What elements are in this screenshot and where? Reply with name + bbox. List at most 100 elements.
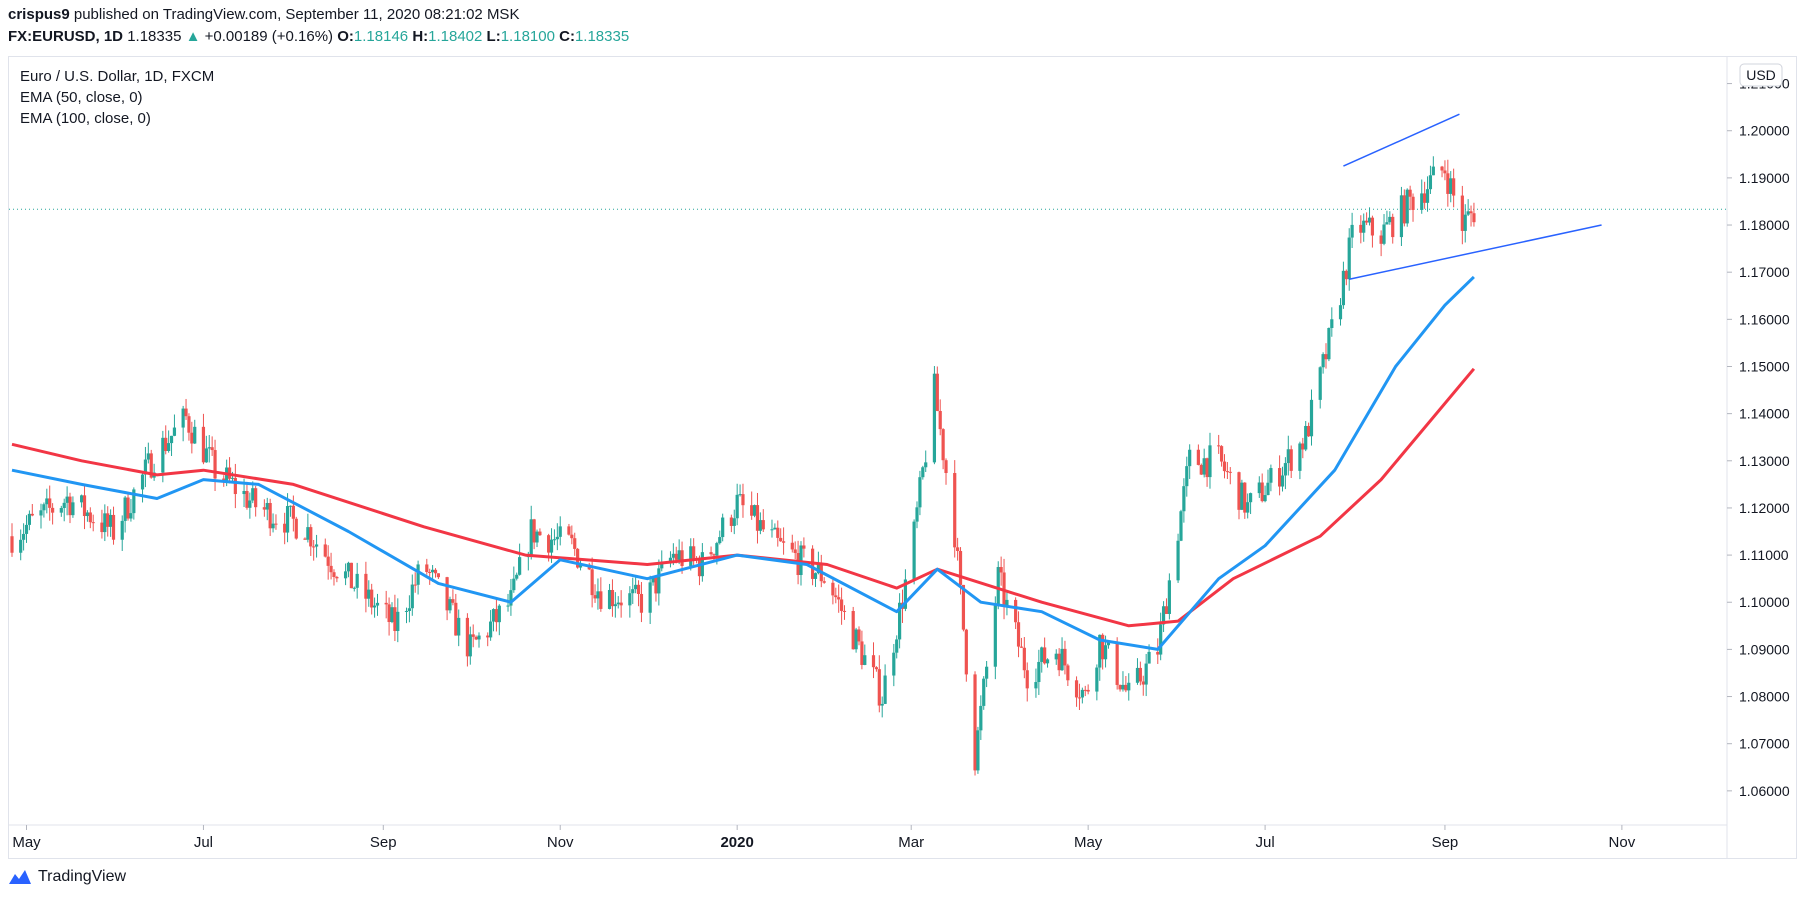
candle-body (842, 610, 847, 612)
candle-body (1054, 653, 1058, 660)
candle-body (416, 564, 420, 585)
candle-body (248, 500, 252, 508)
candle-body (532, 519, 536, 543)
candle-body (190, 432, 194, 444)
candle-body (410, 584, 414, 609)
candle-body (62, 502, 66, 509)
candle-body (1263, 495, 1267, 502)
candle-body (996, 567, 1000, 605)
candle-body (616, 602, 620, 605)
candle-body (921, 467, 925, 478)
candle-body (1208, 445, 1212, 478)
candle-body (384, 602, 388, 605)
y-tick-label: 1.11000 (1739, 547, 1789, 563)
candle-body (370, 589, 374, 608)
candle-body (210, 447, 214, 451)
author-name[interactable]: crispus9 (8, 6, 70, 23)
candle-body (1402, 195, 1406, 224)
candle-body (515, 574, 519, 579)
candle-body (140, 474, 145, 490)
candle-body (1040, 647, 1044, 662)
candle-body (1182, 486, 1186, 512)
candle-body (161, 437, 165, 473)
up-arrow-icon: ▲ (185, 28, 201, 45)
candle-body (103, 513, 107, 533)
candle-body (549, 539, 554, 553)
candle-body (1385, 222, 1389, 225)
candle-body (425, 564, 429, 573)
candle-body (352, 587, 356, 589)
candle-body (106, 513, 110, 527)
candle-body (27, 513, 32, 525)
chart-legend: Euro / U.S. Dollar, 1D, FXCM EMA (50, cl… (20, 66, 214, 129)
candle-body (85, 512, 90, 517)
candle-body (607, 589, 612, 609)
candle-body (1222, 461, 1227, 472)
ohlc-line: FX:EURUSD, 1D 1.18335 ▲ +0.00189 (+0.16%… (8, 28, 629, 45)
candle-body (251, 488, 255, 501)
candle-body (935, 373, 939, 411)
candle-body (451, 599, 455, 603)
open-label: O: (337, 28, 354, 45)
candle-body (1025, 670, 1029, 689)
legend-ema100[interactable]: EMA (100, close, 0) (20, 110, 151, 127)
candle-body (404, 610, 409, 612)
trendline (1349, 224, 1602, 280)
candle-body (1147, 651, 1151, 664)
high-value: 1.18402 (428, 28, 483, 45)
candle-body (512, 578, 516, 591)
candle-body (1248, 493, 1253, 503)
candle-body (964, 629, 968, 675)
candle-body (335, 576, 339, 579)
legend-ema50[interactable]: EMA (50, close, 0) (20, 89, 143, 106)
candle-body (1005, 599, 1009, 607)
candle-body (1196, 449, 1200, 465)
candle-body (486, 635, 490, 638)
candle-body (491, 609, 496, 622)
candle-body (958, 550, 963, 585)
tradingview-footer[interactable]: TradingView (8, 868, 126, 886)
candle-body (1101, 634, 1105, 660)
candle-body (1260, 482, 1264, 502)
candle-body (1362, 220, 1366, 233)
candle-body (755, 505, 760, 531)
candle-body (1045, 659, 1050, 664)
candle-body (181, 408, 185, 428)
low-label: L: (486, 28, 501, 45)
candle-body (1344, 270, 1348, 280)
candle-body (332, 572, 336, 577)
candle-body (1283, 463, 1288, 476)
candle-body (932, 373, 937, 463)
candle-body (1161, 606, 1166, 625)
x-tick-label: Sep (1432, 834, 1459, 851)
candle-body (346, 562, 351, 572)
candle-body (924, 462, 928, 468)
candle-body (457, 617, 461, 636)
candle-body (1379, 235, 1383, 244)
candle-body (1063, 648, 1067, 666)
trendline (1343, 113, 1460, 167)
candle-body (1391, 216, 1395, 238)
candle-body (1217, 445, 1221, 447)
candle-body (961, 584, 966, 630)
candle-body (822, 581, 826, 583)
candle-body (265, 502, 269, 510)
close-label: C: (559, 28, 575, 45)
candle-body (802, 545, 806, 549)
candle-body (1219, 446, 1224, 462)
y-tick-label: 1.09000 (1739, 641, 1790, 657)
candle-body (303, 538, 307, 540)
candle-body (1127, 682, 1131, 691)
candle-body (184, 408, 188, 417)
candle-body (283, 523, 287, 533)
candle-body (1304, 425, 1308, 450)
legend-series[interactable]: Euro / U.S. Dollar, 1D, FXCM (20, 68, 215, 85)
candle-body (285, 506, 290, 533)
candle-body (372, 605, 377, 608)
candle-body (741, 494, 745, 506)
candle-body (880, 703, 884, 706)
candle-body (80, 495, 84, 503)
candle-body (657, 568, 661, 594)
candle-body (1327, 328, 1331, 360)
